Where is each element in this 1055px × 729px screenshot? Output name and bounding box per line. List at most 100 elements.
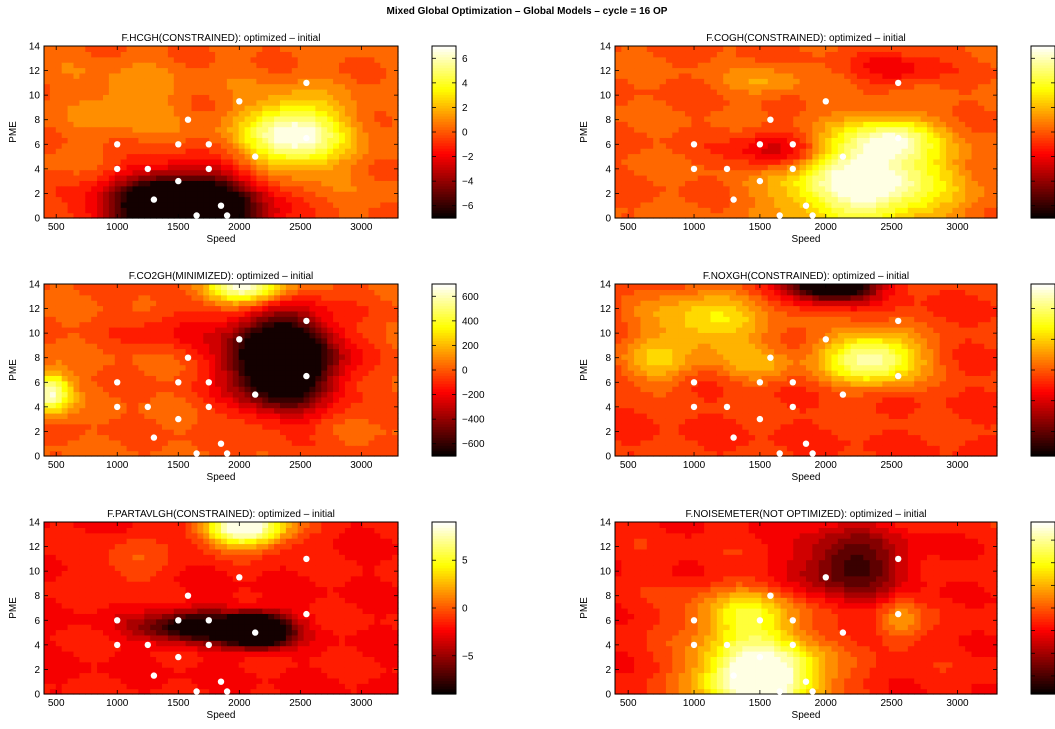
heatmap-cell bbox=[97, 413, 104, 419]
heatmap-cell bbox=[350, 164, 358, 171]
heatmap-cell bbox=[44, 72, 51, 79]
heatmap-cell bbox=[173, 72, 181, 79]
heatmap-cell bbox=[321, 78, 328, 85]
heatmap-cell bbox=[678, 191, 686, 198]
heatmap-cell bbox=[150, 380, 157, 387]
heatmap-cell bbox=[697, 158, 705, 165]
heatmap-cell bbox=[965, 94, 973, 101]
heatmap-cell bbox=[339, 158, 346, 165]
heatmap-cell bbox=[79, 212, 86, 219]
heatmap-cell bbox=[280, 169, 287, 176]
heatmap-cell bbox=[799, 121, 807, 128]
heatmap-cell bbox=[238, 153, 246, 160]
heatmap-cell bbox=[61, 212, 69, 219]
heatmap-cell bbox=[818, 207, 826, 214]
heatmap-cell bbox=[380, 158, 387, 165]
heatmap-cell bbox=[244, 126, 252, 133]
heatmap-cell bbox=[339, 94, 346, 101]
heatmap-cell bbox=[167, 284, 175, 290]
heatmap-cell bbox=[108, 337, 116, 344]
heatmap-cell bbox=[132, 137, 139, 144]
heatmap-cell bbox=[729, 67, 737, 74]
heatmap-cell bbox=[91, 294, 98, 301]
heatmap-cell bbox=[44, 83, 51, 90]
heatmap-cell bbox=[67, 413, 75, 419]
y-tick-label: 14 bbox=[600, 42, 612, 53]
heatmap-cell bbox=[85, 212, 92, 219]
heatmap-cell bbox=[103, 164, 110, 171]
heatmap-cell bbox=[844, 185, 852, 192]
heatmap-cell bbox=[799, 126, 807, 133]
heatmap-cell bbox=[362, 89, 370, 95]
heatmap-cell bbox=[167, 83, 175, 90]
heatmap-cell bbox=[85, 402, 92, 409]
heatmap-cell bbox=[256, 110, 263, 117]
heatmap-cell bbox=[44, 321, 51, 328]
heatmap-cell bbox=[262, 62, 269, 69]
heatmap-cell bbox=[793, 121, 801, 128]
heatmap-cell bbox=[49, 402, 57, 409]
heatmap-cell bbox=[262, 67, 269, 74]
heatmap-cell bbox=[672, 99, 680, 106]
heatmap-cell bbox=[659, 105, 667, 112]
heatmap-cell bbox=[850, 212, 858, 219]
heatmap-cell bbox=[958, 180, 966, 187]
heatmap-cell bbox=[167, 175, 175, 181]
heatmap-cell bbox=[685, 56, 692, 63]
heatmap-cell bbox=[97, 289, 104, 296]
heatmap-cell bbox=[114, 207, 122, 214]
heatmap-cell bbox=[191, 353, 198, 360]
heatmap-cell bbox=[185, 434, 193, 441]
heatmap-cell bbox=[716, 185, 724, 192]
heatmap-cell bbox=[103, 294, 110, 301]
heatmap-cell bbox=[191, 185, 198, 192]
heatmap-cell bbox=[132, 51, 139, 58]
colorbar-swatch bbox=[1031, 75, 1055, 79]
heatmap-cell bbox=[173, 348, 181, 355]
heatmap-cell bbox=[91, 316, 98, 323]
heatmap-cell bbox=[914, 207, 922, 214]
heatmap-cell bbox=[344, 78, 352, 85]
heatmap-cell bbox=[274, 153, 281, 160]
heatmap-cell bbox=[837, 105, 845, 112]
heatmap-cell bbox=[185, 445, 193, 452]
heatmap-cell bbox=[61, 343, 69, 350]
heatmap-cell bbox=[303, 201, 311, 208]
heatmap-cell bbox=[856, 148, 864, 155]
heatmap-cell bbox=[67, 110, 75, 117]
heatmap-cell bbox=[876, 169, 883, 176]
heatmap-cell bbox=[704, 126, 712, 133]
heatmap-cell bbox=[646, 132, 654, 138]
heatmap-cell bbox=[640, 105, 648, 112]
heatmap-cell bbox=[268, 164, 275, 171]
heatmap-cell bbox=[91, 137, 98, 144]
heatmap-cell bbox=[627, 46, 635, 52]
heatmap-cell bbox=[49, 196, 57, 203]
heatmap-cell bbox=[729, 158, 737, 165]
heatmap-cell bbox=[156, 62, 163, 69]
heatmap-cell bbox=[226, 78, 234, 85]
colorbar-swatch bbox=[1031, 148, 1055, 152]
heatmap-cell bbox=[321, 212, 328, 219]
heatmap-cell bbox=[767, 105, 775, 112]
heatmap-cell bbox=[209, 94, 216, 101]
colorbar-swatch bbox=[1031, 51, 1055, 55]
heatmap-cell bbox=[162, 78, 169, 85]
heatmap-cell bbox=[742, 121, 750, 128]
heatmap-cell bbox=[793, 110, 801, 117]
heatmap-cell bbox=[79, 439, 86, 446]
heatmap-cell bbox=[735, 110, 743, 117]
heatmap-cell bbox=[634, 126, 642, 133]
heatmap-cell bbox=[197, 83, 204, 90]
heatmap-cell bbox=[103, 153, 110, 160]
heatmap-cell bbox=[634, 94, 642, 101]
heatmap-cell bbox=[197, 169, 204, 176]
heatmap-cell bbox=[215, 67, 222, 74]
heatmap-cell bbox=[274, 164, 281, 171]
colorbar-swatch bbox=[1031, 67, 1055, 71]
heatmap-cell bbox=[108, 207, 116, 214]
heatmap-cell bbox=[162, 391, 169, 398]
heatmap-cell bbox=[150, 418, 157, 425]
heatmap-cell bbox=[984, 207, 992, 214]
heatmap-cell bbox=[685, 110, 692, 117]
